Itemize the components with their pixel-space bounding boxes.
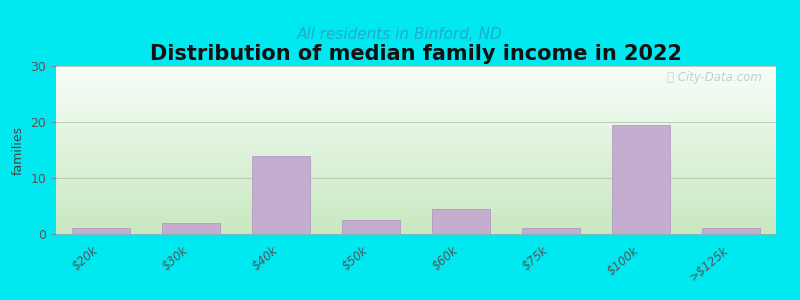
- Bar: [342, 220, 400, 234]
- Y-axis label: families: families: [12, 125, 25, 175]
- Bar: [162, 223, 220, 234]
- Title: Distribution of median family income in 2022: Distribution of median family income in …: [150, 44, 682, 64]
- Bar: [702, 228, 760, 234]
- Bar: [252, 156, 310, 234]
- Bar: [72, 228, 130, 234]
- Text: All residents in Binford, ND: All residents in Binford, ND: [297, 27, 503, 42]
- Bar: [522, 228, 580, 234]
- Bar: [432, 209, 490, 234]
- Bar: [612, 125, 670, 234]
- Text: ⓘ City-Data.com: ⓘ City-Data.com: [666, 71, 762, 84]
